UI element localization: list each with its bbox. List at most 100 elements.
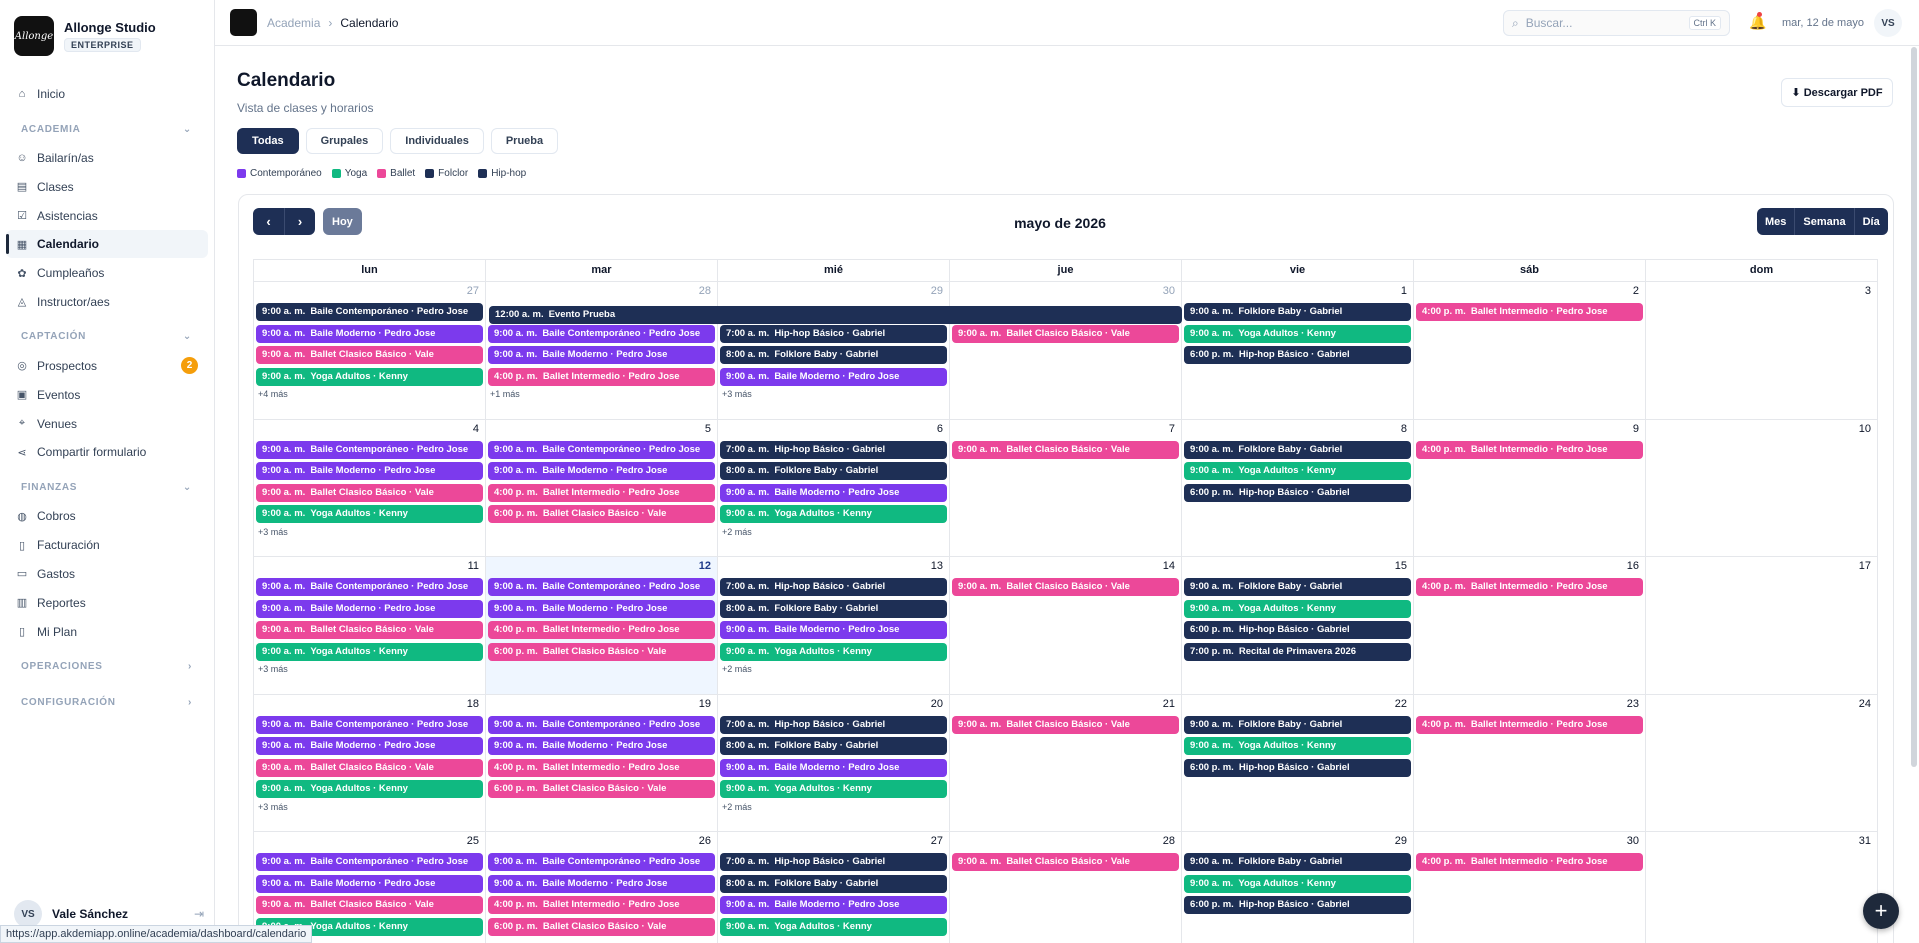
filter-tab-prueba[interactable]: Prueba (490, 128, 559, 154)
calendar-event[interactable]: 4:00 p. m. Ballet Intermedio · Pedro Jose (1416, 715, 1643, 734)
calendar-event[interactable]: 9:00 a. m. Baile Contemporáneo · Pedro Jo… (256, 853, 483, 871)
calendar-event[interactable]: 9:00 a. m. Ballet Clasico Básico · Vale (256, 346, 483, 364)
search-input[interactable]: ⌕ Buscar... Ctrl K (1503, 10, 1730, 36)
sidebar-item-cumplea-os[interactable]: ✿ Cumpleaños (6, 259, 208, 287)
calendar-event[interactable]: 9:00 a. m. Baile Moderno · Pedro Jose (720, 483, 947, 502)
nav-section-operaciones[interactable]: OPERACIONES › (6, 652, 208, 682)
nav-section-configuración[interactable]: CONFIGURACIÓN › (6, 688, 208, 718)
sidebar-item-calendario[interactable]: ▦ Calendario (6, 230, 208, 259)
sidebar-item-bailar-n-as[interactable]: ☺ Bailarín/as (6, 144, 208, 172)
more-events-link[interactable]: +1 más (490, 389, 520, 399)
scrollbar[interactable] (1911, 47, 1917, 767)
more-events-link[interactable]: +2 más (722, 801, 752, 812)
nav-section-captación[interactable]: CAPTACIÓN ⌄ (6, 322, 208, 352)
day-cell[interactable]: 25 9:00 a. m. Baile Contemporáneo · Pedro … (254, 832, 486, 943)
logout-icon[interactable]: ⇥ (193, 907, 204, 921)
calendar-event[interactable]: 8:00 a. m. Folklore Baby · Gabriel (720, 874, 947, 893)
calendar-event[interactable]: 9:00 a. m. Yoga Adultos · Kenny (720, 505, 947, 523)
calendar-event[interactable]: 9:00 a. m. Baile Moderno · Pedro Jose (488, 346, 715, 364)
calendar-event[interactable]: 8:00 a. m. Folklore Baby · Gabriel (720, 346, 947, 364)
today-button[interactable]: Hoy (323, 208, 362, 235)
calendar-event[interactable]: 6:00 p. m. Ballet Clasico Básico · Vale (488, 780, 715, 798)
filter-tab-grupales[interactable]: Grupales (305, 128, 384, 154)
day-cell[interactable]: 5 9:00 a. m. Baile Contemporáneo · Pedro J… (486, 419, 718, 557)
sidebar-item-asistencias[interactable]: ☑ Asistencias (6, 202, 208, 230)
day-cell[interactable]: 15 9:00 a. m. Folklore Baby · Gabriel 9:00 … (1182, 557, 1414, 695)
more-events-link[interactable]: +3 más (722, 389, 752, 399)
calendar-event[interactable]: 9:00 a. m. Baile Moderno · Pedro Jose (256, 737, 483, 755)
day-cell[interactable]: 30 4:00 p. m. Ballet Intermedio · Pedro Jo… (1414, 832, 1646, 943)
calendar-event[interactable]: 4:00 p. m. Ballet Intermedio · Pedro Jose (1416, 578, 1643, 596)
calendar-event[interactable]: 9:00 a. m. Baile Moderno · Pedro Jose (256, 324, 483, 343)
nav-section-finanzas[interactable]: FINANZAS ⌄ (6, 472, 208, 502)
calendar-event[interactable]: 9:00 a. m. Yoga Adultos · Kenny (1184, 599, 1411, 618)
calendar-event[interactable]: 4:00 p. m. Ballet Intermedio · Pedro Jose (488, 896, 715, 914)
calendar-event[interactable]: 9:00 a. m. Baile Moderno · Pedro Jose (256, 599, 483, 618)
day-cell[interactable]: 26 9:00 a. m. Baile Contemporáneo · Pedro … (486, 832, 718, 943)
calendar-event[interactable]: 9:00 a. m. Baile Moderno · Pedro Jose (488, 462, 715, 480)
calendar-event[interactable]: 9:00 a. m. Yoga Adultos · Kenny (1184, 462, 1411, 480)
day-cell[interactable]: 31 (1646, 832, 1878, 943)
day-cell[interactable]: 30 9:00 a. m. Ballet Clasico Básico · Vale (950, 282, 1182, 420)
calendar-event[interactable]: 9:00 a. m. Ballet Clasico Básico · Vale (952, 440, 1179, 459)
calendar-event[interactable]: 9:00 a. m. Baile Contemporáneo · Pedro Jo… (488, 324, 715, 343)
day-cell[interactable]: 10 (1646, 419, 1878, 557)
day-cell[interactable]: 23 4:00 p. m. Ballet Intermedio · Pedro Jo… (1414, 694, 1646, 832)
day-cell[interactable]: 27 7:00 a. m. Hip-hop Básico · Gabriel 8:00… (718, 832, 950, 943)
more-events-link[interactable]: +3 más (258, 801, 288, 812)
calendar-event[interactable]: 9:00 a. m. Baile Contemporáneo · Pedro Jo… (256, 578, 483, 596)
calendar-event[interactable]: 7:00 a. m. Hip-hop Básico · Gabriel (720, 715, 947, 734)
day-cell[interactable]: 29 9:00 a. m. Folklore Baby · Gabriel 9:00 … (1182, 832, 1414, 943)
day-cell[interactable]: 18 9:00 a. m. Baile Contemporáneo · Pedro … (254, 694, 486, 832)
day-cell[interactable]: 19 9:00 a. m. Baile Contemporáneo · Pedro … (486, 694, 718, 832)
calendar-event[interactable]: 9:00 a. m. Yoga Adultos · Kenny (720, 917, 947, 936)
day-cell[interactable]: 11 9:00 a. m. Baile Contemporáneo · Pedro … (254, 557, 486, 695)
calendar-event[interactable]: 9:00 a. m. Yoga Adultos · Kenny (1184, 874, 1411, 893)
calendar-event[interactable]: 9:00 a. m. Baile Contemporáneo · Pedro Jo… (488, 715, 715, 734)
sidebar-item-venues[interactable]: ⌖ Venues (6, 410, 208, 438)
topbar-logo[interactable] (230, 9, 257, 36)
day-cell[interactable]: 2 4:00 p. m. Ballet Intermedio · Pedro Jos… (1414, 282, 1646, 420)
calendar-event[interactable]: 6:00 p. m. Hip-hop Básico · Gabriel (1184, 621, 1411, 639)
calendar-event[interactable]: 4:00 p. m. Ballet Intermedio · Pedro Jose (488, 758, 715, 777)
day-cell[interactable]: 13 7:00 a. m. Hip-hop Básico · Gabriel 8:00… (718, 557, 950, 695)
sidebar-item-prospectos[interactable]: ◎ Prospectos 2 (6, 352, 208, 380)
download-pdf-button[interactable]: ⬇ Descargar PDF (1781, 78, 1893, 107)
day-cell[interactable]: 22 9:00 a. m. Folklore Baby · Gabriel 9:00 … (1182, 694, 1414, 832)
calendar-event[interactable]: 4:00 p. m. Ballet Intermedio · Pedro Jose (488, 621, 715, 639)
calendar-event[interactable]: 8:00 a. m. Folklore Baby · Gabriel (720, 737, 947, 755)
day-cell[interactable]: 27 9:00 a. m. Baile Contemporáneo · Pedro … (254, 282, 486, 420)
calendar-event[interactable]: 6:00 p. m. Ballet Clasico Básico · Vale (488, 505, 715, 523)
calendar-event[interactable]: 9:00 a. m. Yoga Adultos · Kenny (256, 642, 483, 661)
calendar-event[interactable]: 9:00 a. m. Folklore Baby · Gabriel (1184, 303, 1411, 321)
calendar-event[interactable]: 9:00 a. m. Ballet Clasico Básico · Vale (952, 578, 1179, 596)
filter-tab-todas[interactable]: Todas (237, 128, 299, 154)
calendar-event[interactable]: 6:00 p. m. Hip-hop Básico · Gabriel (1184, 483, 1411, 502)
calendar-event[interactable]: 9:00 a. m. Ballet Clasico Básico · Vale (256, 896, 483, 914)
day-cell[interactable]: 9 4:00 p. m. Ballet Intermedio · Pedro Jos… (1414, 419, 1646, 557)
calendar-event[interactable]: 7:00 a. m. Hip-hop Básico · Gabriel (720, 324, 947, 343)
view-día[interactable]: Día (1853, 208, 1888, 235)
day-cell[interactable]: 7 9:00 a. m. Ballet Clasico Básico · Vale (950, 419, 1182, 557)
calendar-event[interactable]: 9:00 a. m. Ballet Clasico Básico · Vale (952, 853, 1179, 871)
calendar-event[interactable]: 9:00 a. m. Ballet Clasico Básico · Vale (952, 324, 1179, 343)
sidebar-item-inicio[interactable]: ⌂ Inicio (6, 80, 208, 108)
add-button[interactable]: + (1863, 893, 1899, 929)
calendar-event[interactable]: 9:00 a. m. Ballet Clasico Básico · Vale (952, 715, 1179, 734)
calendar-event[interactable]: 9:00 a. m. Baile Moderno · Pedro Jose (720, 896, 947, 914)
calendar-event[interactable]: 9:00 a. m. Baile Contemporáneo · Pedro Jo… (256, 303, 483, 321)
bell-icon[interactable]: 🔔 (1749, 12, 1767, 30)
calendar-event[interactable]: 8:00 a. m. Folklore Baby · Gabriel (720, 462, 947, 480)
calendar-event[interactable]: 7:00 p. m. Recital de Primavera 2026 (1184, 642, 1411, 661)
view-mes[interactable]: Mes (1757, 208, 1795, 235)
day-cell[interactable]: 16 4:00 p. m. Ballet Intermedio · Pedro Jo… (1414, 557, 1646, 695)
calendar-event[interactable]: 9:00 a. m. Baile Moderno · Pedro Jose (488, 599, 715, 618)
next-month-button[interactable]: › (284, 208, 315, 235)
calendar-event[interactable]: 9:00 a. m. Baile Contemporáneo · Pedro Jo… (256, 440, 483, 459)
day-cell[interactable]: 24 (1646, 694, 1878, 832)
day-cell[interactable]: 8 9:00 a. m. Folklore Baby · Gabriel 9:00 a… (1182, 419, 1414, 557)
filter-tab-individuales[interactable]: Individuales (390, 128, 484, 154)
calendar-event[interactable]: 9:00 a. m. Baile Moderno · Pedro Jose (256, 462, 483, 480)
day-cell[interactable]: 14 9:00 a. m. Ballet Clasico Básico · Vale (950, 557, 1182, 695)
calendar-event[interactable]: 9:00 a. m. Yoga Adultos · Kenny (256, 505, 483, 523)
